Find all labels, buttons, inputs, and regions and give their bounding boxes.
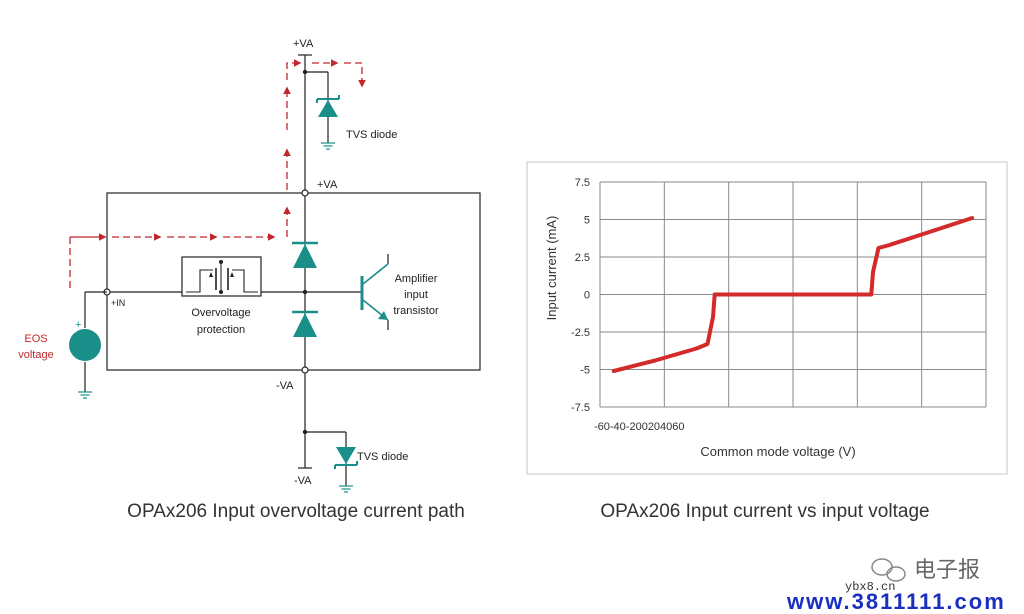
esd-diode-upper-icon xyxy=(292,241,318,268)
va-pos-box-label: +VA xyxy=(317,179,338,191)
watermark: 电子报 ybx8.cn www.3811111.com xyxy=(786,558,1006,614)
ground-icon xyxy=(321,142,335,150)
chart-y-ticks: 7.5 5 2.5 0 -2.5 -5 -7.5 xyxy=(571,177,590,414)
amplifier-box xyxy=(106,192,481,371)
watermark-url: www.3811111.com xyxy=(786,589,1006,614)
circuit-diagram: + +VA +VA -VA -VA TVS diode TVS diode +I… xyxy=(18,38,481,522)
x-tick-labels: -60-40-200204060 xyxy=(594,421,685,433)
chart-frame xyxy=(526,161,1008,475)
overvoltage-protection-icon xyxy=(181,256,262,297)
tvs-top-label: TVS diode xyxy=(346,129,397,141)
y-tick-label: -2.5 xyxy=(571,327,590,339)
plus-in-label: +IN xyxy=(111,298,125,308)
va-neg-node xyxy=(301,366,309,374)
eos-source-icon xyxy=(69,329,101,361)
ovp-label-line2: protection xyxy=(197,324,245,336)
source-plus-sign: + xyxy=(75,319,81,331)
va-neg-bottom-label: -VA xyxy=(294,475,312,487)
wechat-icon xyxy=(871,558,906,582)
y-tick-label: -5 xyxy=(580,365,590,377)
y-tick-label: -7.5 xyxy=(571,402,590,414)
series-line xyxy=(611,216,975,373)
circuit-caption: OPAx206 Input overvoltage current path xyxy=(127,501,465,522)
x-axis-title: Common mode voltage (V) xyxy=(700,444,855,459)
y-tick-label: 0 xyxy=(584,290,590,302)
amp-label-line1: Amplifier xyxy=(395,273,438,285)
eos-current-path xyxy=(69,59,366,288)
eos-label-line1: EOS xyxy=(24,333,47,345)
ground-icon xyxy=(78,391,92,399)
chart-caption: OPAx206 Input current vs input voltage xyxy=(600,501,929,522)
input-transistor-icon xyxy=(360,254,389,330)
ovp-label-line1: Overvoltage xyxy=(191,307,250,319)
amp-label-line2: input xyxy=(404,289,428,301)
tvs-diode-top-icon xyxy=(316,95,340,117)
y-tick-label: 2.5 xyxy=(575,252,590,264)
watermark-brand: 电子报 xyxy=(914,558,980,583)
ground-icon xyxy=(339,485,353,493)
tvs-diode-bottom-icon xyxy=(334,447,358,469)
watermark-small: ybx8.cn xyxy=(845,580,895,594)
y-tick-label: 7.5 xyxy=(575,177,590,189)
esd-diode-lower-icon xyxy=(292,310,318,337)
y-axis-title: Input current (mA) xyxy=(544,216,559,321)
y-tick-label: 5 xyxy=(584,215,590,227)
amp-label-line3: transistor xyxy=(393,305,439,317)
chart-panel: 7.5 5 2.5 0 -2.5 -5 -7.5 -60-40-200204060 Comm… xyxy=(526,161,1008,522)
va-pos-top-label: +VA xyxy=(293,38,314,50)
eos-label-line2: voltage xyxy=(18,349,53,361)
va-pos-node xyxy=(301,189,309,197)
va-neg-box-label: -VA xyxy=(276,380,294,392)
tvs-bottom-label: TVS diode xyxy=(357,451,408,463)
